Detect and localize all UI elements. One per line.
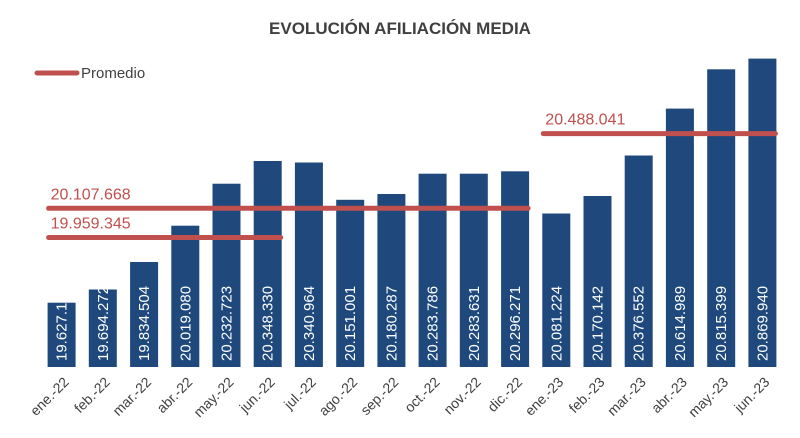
chart-title: EVOLUCIÓN AFILIACIÓN MEDIA bbox=[269, 19, 531, 38]
bar-ene.-23 bbox=[542, 213, 571, 367]
bar-value-label: 19.627.161 bbox=[54, 286, 71, 361]
x-tick-label: jun.-23 bbox=[730, 374, 772, 416]
x-tick-label: ago.-22 bbox=[315, 374, 360, 419]
bar-value-label: 20.869.940 bbox=[754, 286, 771, 361]
x-tick-label: may.-23 bbox=[685, 374, 731, 420]
bar-jul.-22 bbox=[294, 162, 323, 367]
bar-value-label: 20.180.287 bbox=[383, 286, 400, 361]
x-tick-label: feb.-22 bbox=[71, 374, 113, 416]
bar-ago.-22 bbox=[336, 199, 365, 367]
bar-value-label: 20.283.631 bbox=[466, 286, 483, 361]
bar-jun.-22 bbox=[253, 161, 282, 367]
average-lines-group: 19.959.345 20.107.668 20.488.041 bbox=[46, 112, 778, 240]
x-tick-label: sep.-22 bbox=[357, 374, 401, 418]
bar-value-label: 20.151.001 bbox=[342, 286, 359, 361]
x-tick-label: mar.-23 bbox=[604, 374, 649, 419]
x-tick-label: nov.-22 bbox=[440, 374, 484, 418]
average-label-1: 19.959.345 bbox=[51, 216, 131, 233]
bars-group: 19.627.161 19.694.272 19.834.504 20.019.080… bbox=[47, 58, 777, 368]
bar-value-label: 20.170.142 bbox=[590, 286, 607, 361]
bar-may.-23 bbox=[707, 69, 736, 368]
bar-may.-22 bbox=[212, 183, 241, 367]
x-tick-label: abr.-22 bbox=[153, 374, 195, 416]
bar-sep.-22 bbox=[377, 194, 406, 367]
bar-value-label: 20.348.330 bbox=[260, 286, 277, 361]
bar-ene.-22 bbox=[47, 302, 76, 367]
x-tick-label: feb.-23 bbox=[565, 374, 607, 416]
bar-value-label: 20.283.786 bbox=[425, 286, 442, 361]
x-tick-label: dic.-22 bbox=[484, 374, 525, 415]
average-label-2: 20.107.668 bbox=[51, 186, 131, 203]
x-tick-label: ene.-23 bbox=[522, 374, 567, 419]
bar-value-label: 19.694.272 bbox=[95, 286, 112, 361]
bar-jun.-23 bbox=[748, 58, 777, 367]
x-tick-label: jun.-22 bbox=[236, 374, 278, 416]
x-tick-label: may.-22 bbox=[190, 374, 236, 420]
x-tick-label: oct.-22 bbox=[401, 374, 443, 416]
bar-feb.-22 bbox=[88, 289, 117, 367]
bar-value-label: 20.296.271 bbox=[507, 286, 524, 361]
bar-value-label: 20.232.723 bbox=[219, 286, 236, 361]
bar-value-label: 20.376.552 bbox=[631, 286, 648, 361]
bar-dic.-22 bbox=[501, 171, 530, 367]
x-tick-label: mar.-22 bbox=[109, 374, 154, 419]
bar-value-label: 20.614.989 bbox=[672, 286, 689, 361]
bar-value-label: 20.340.964 bbox=[301, 286, 318, 361]
bar-value-label: 19.834.504 bbox=[136, 286, 153, 361]
bar-feb.-23 bbox=[583, 196, 612, 367]
bar-abr.-23 bbox=[665, 108, 694, 367]
x-tick-label: abr.-23 bbox=[648, 374, 690, 416]
x-tick-label: jul.-22 bbox=[280, 374, 319, 413]
legend: Promedio bbox=[34, 65, 145, 82]
x-tick-label: ene.-22 bbox=[27, 374, 72, 419]
bar-mar.-22 bbox=[130, 262, 159, 367]
bar-value-label: 20.019.080 bbox=[177, 286, 194, 361]
bar-value-label: 20.815.399 bbox=[713, 286, 730, 361]
bar-value-label: 20.081.224 bbox=[548, 286, 565, 361]
bar-abr.-22 bbox=[171, 225, 200, 367]
legend-label: Promedio bbox=[81, 65, 145, 82]
bar-mar.-23 bbox=[624, 155, 653, 367]
average-label-3: 20.488.041 bbox=[545, 112, 625, 129]
